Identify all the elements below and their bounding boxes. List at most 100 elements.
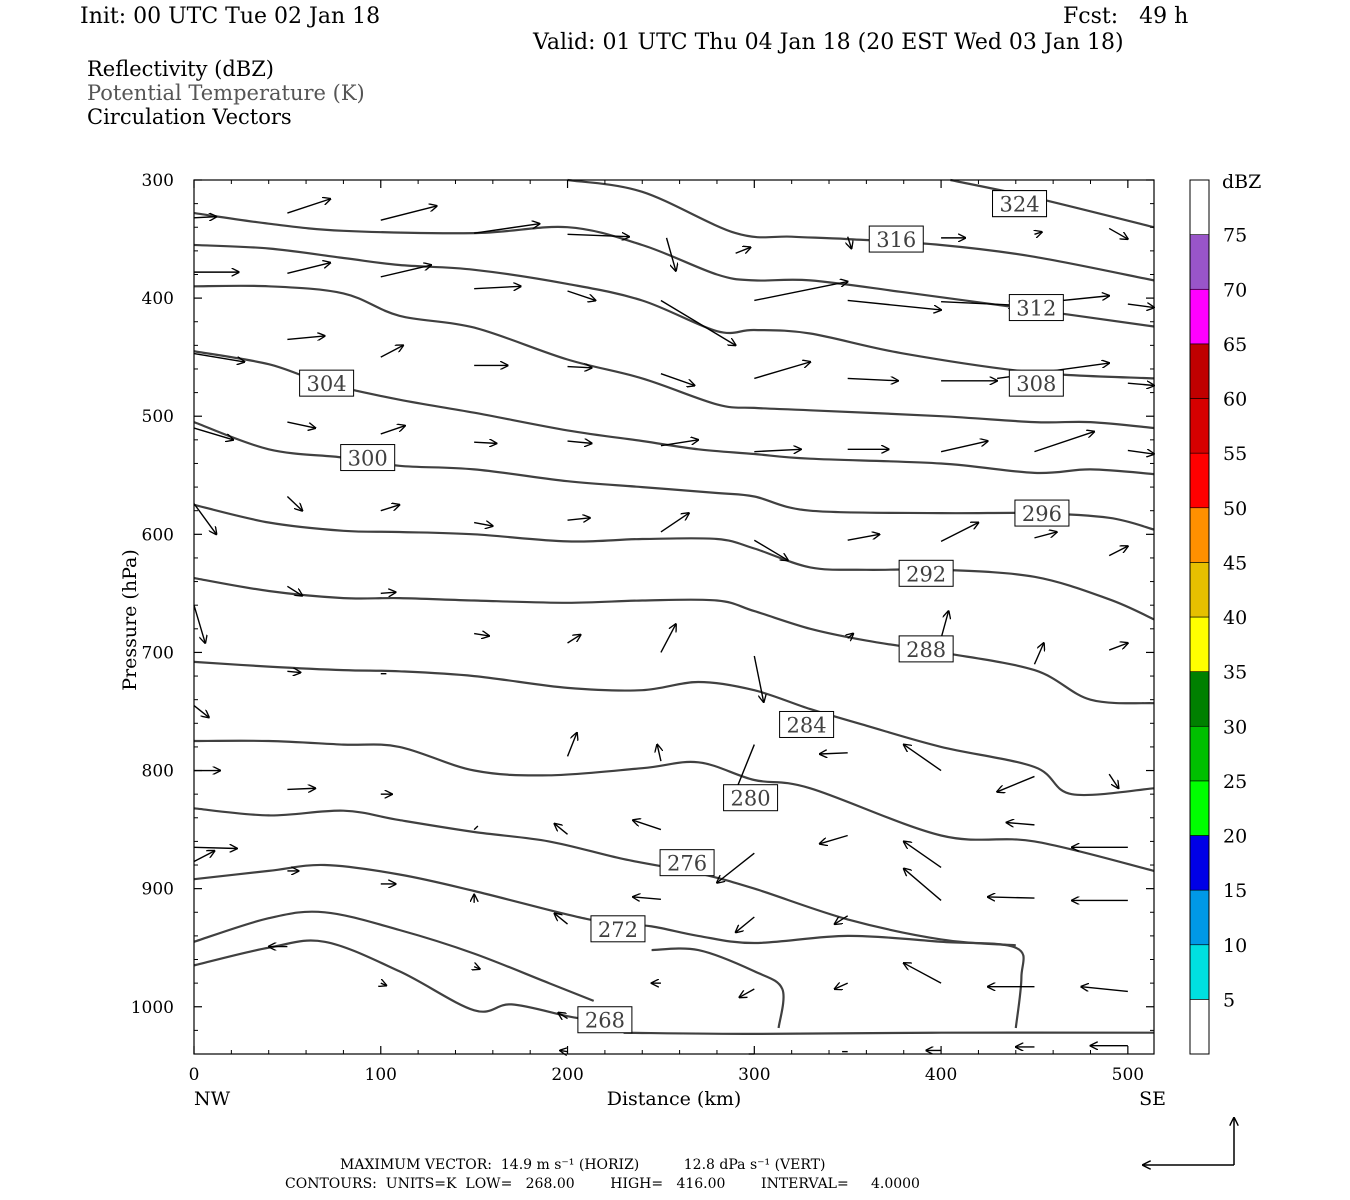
svg-text:276: 276 xyxy=(667,852,707,876)
valid-time: Valid: 01 UTC Thu 04 Jan 18 (20 EST Wed … xyxy=(533,30,1124,55)
circulation-vector xyxy=(567,367,592,368)
contour-label-276: 276 xyxy=(659,849,715,877)
circulation-vector xyxy=(754,362,810,380)
colorbar-bin xyxy=(1189,507,1210,563)
max-vector-note: MAXIMUM VECTOR: 14.9 m s⁻¹ (HORIZ) 12.8 … xyxy=(340,1157,826,1173)
theta-contour-276 xyxy=(193,863,1025,1029)
colorbar-bin xyxy=(1189,398,1210,454)
theta-contour-272 xyxy=(651,947,785,1029)
circulation-vector xyxy=(847,299,941,309)
theta-contour-296 xyxy=(193,503,1155,621)
svg-text:268: 268 xyxy=(585,1009,625,1033)
contour-label-324: 324 xyxy=(992,190,1048,218)
circulation-vector xyxy=(736,916,755,932)
contour-labels: 268 272 276 280 284 288 292 296 300 304 308 312 316 3… xyxy=(299,190,1070,1034)
contour-label-300: 300 xyxy=(340,444,396,472)
svg-text:316: 316 xyxy=(876,228,916,252)
circulation-vector xyxy=(193,851,215,863)
circulation-vector xyxy=(835,915,849,924)
circulation-vector xyxy=(847,378,898,380)
circulation-vector xyxy=(380,592,396,593)
circulation-vector xyxy=(566,733,577,757)
circulation-vector xyxy=(1108,773,1118,788)
circulation-vector xyxy=(474,523,493,527)
circulation-vector xyxy=(754,282,847,302)
circulation-vector xyxy=(1108,643,1128,651)
circulation-vector xyxy=(848,634,854,639)
colorbar-frame xyxy=(1189,179,1210,1055)
circulation-vector xyxy=(660,513,689,533)
theta-contour-288 xyxy=(193,660,1155,797)
svg-text:324: 324 xyxy=(999,193,1039,217)
circulation-vector xyxy=(558,1013,568,1019)
colorbar-label: 70 xyxy=(1223,279,1247,301)
colorbar-bin xyxy=(1189,835,1210,891)
x-tick-label: 500 xyxy=(1112,1065,1144,1085)
circulation-vector xyxy=(904,869,942,901)
circulation-vector xyxy=(473,825,479,831)
colorbar-label: 65 xyxy=(1223,334,1247,356)
theta-contour-316 xyxy=(193,211,1155,328)
circulation-vector xyxy=(193,503,216,535)
circulation-vector xyxy=(997,775,1035,791)
colorbar-label: 60 xyxy=(1223,389,1247,411)
colorbar-label: 40 xyxy=(1223,607,1247,629)
theta-contour-292 xyxy=(193,576,1155,705)
colorbar-bin xyxy=(1189,234,1210,290)
circulation-vector xyxy=(380,345,403,358)
theta-contours xyxy=(193,178,1155,1036)
x-axis-label: Distance (km) xyxy=(607,1088,742,1110)
colorbar-bin xyxy=(1189,288,1210,345)
circulation-vector xyxy=(554,824,568,835)
theta-contour-320 xyxy=(567,178,1155,282)
circulation-vector xyxy=(657,745,661,762)
endpoint-right: SE xyxy=(1139,1088,1166,1110)
circulation-vector xyxy=(753,655,763,702)
circulation-vector xyxy=(287,199,330,214)
contour-label-312: 312 xyxy=(1008,294,1064,322)
circulation-vector xyxy=(660,373,695,386)
forecast-hour: Fcst: 49 h xyxy=(1063,4,1189,29)
y-tick-label: 300 xyxy=(142,171,174,191)
circulation-vector xyxy=(847,534,880,541)
circulation-vector xyxy=(567,635,581,644)
circulation-vector xyxy=(941,302,1016,306)
circulation-vector xyxy=(904,745,942,772)
y-tick-label: 600 xyxy=(142,525,174,545)
circulation-vector xyxy=(380,426,405,435)
circulation-vector xyxy=(286,496,302,511)
theta-contour-308 xyxy=(193,284,1155,430)
field-potential-temperature: Potential Temperature (K) xyxy=(87,81,365,105)
circulation-vector xyxy=(287,336,324,340)
colorbar-title: dBZ xyxy=(1222,171,1261,193)
circulation-vector xyxy=(380,265,431,278)
y-tick-label: 400 xyxy=(142,289,174,309)
circulation-vector xyxy=(835,983,848,989)
colorbar-bin xyxy=(1189,725,1210,782)
y-axis-label: Pressure (hPa) xyxy=(119,549,141,691)
circulation-vector xyxy=(1006,823,1035,825)
colorbar-label: 45 xyxy=(1223,552,1247,574)
colorbar-label: 5 xyxy=(1223,989,1235,1011)
y-tick-label: 500 xyxy=(142,407,174,427)
circulation-vectors xyxy=(193,199,1154,1054)
contour-label-272: 272 xyxy=(590,915,646,943)
circulation-vector xyxy=(1081,987,1128,993)
circulation-vector xyxy=(1034,432,1094,453)
reference-vector-icon xyxy=(1143,1118,1234,1165)
circulation-vector xyxy=(554,913,568,925)
contour-label-292: 292 xyxy=(898,559,954,587)
circulation-vector xyxy=(904,841,942,868)
axes: 0 100 200 300 400 500 300 400 500 600 700 800 900 100… xyxy=(131,171,1154,1085)
svg-text:312: 312 xyxy=(1016,297,1056,321)
contour-label-308: 308 xyxy=(1008,369,1064,397)
contour-label-296: 296 xyxy=(1014,499,1070,527)
svg-text:284: 284 xyxy=(787,713,827,737)
colorbar-label: 15 xyxy=(1223,880,1247,902)
x-tick-label: 200 xyxy=(551,1065,583,1085)
circulation-vector xyxy=(1127,304,1154,308)
circulation-vector xyxy=(1034,532,1056,539)
circulation-vector xyxy=(940,441,988,453)
circulation-vector xyxy=(1127,450,1154,454)
